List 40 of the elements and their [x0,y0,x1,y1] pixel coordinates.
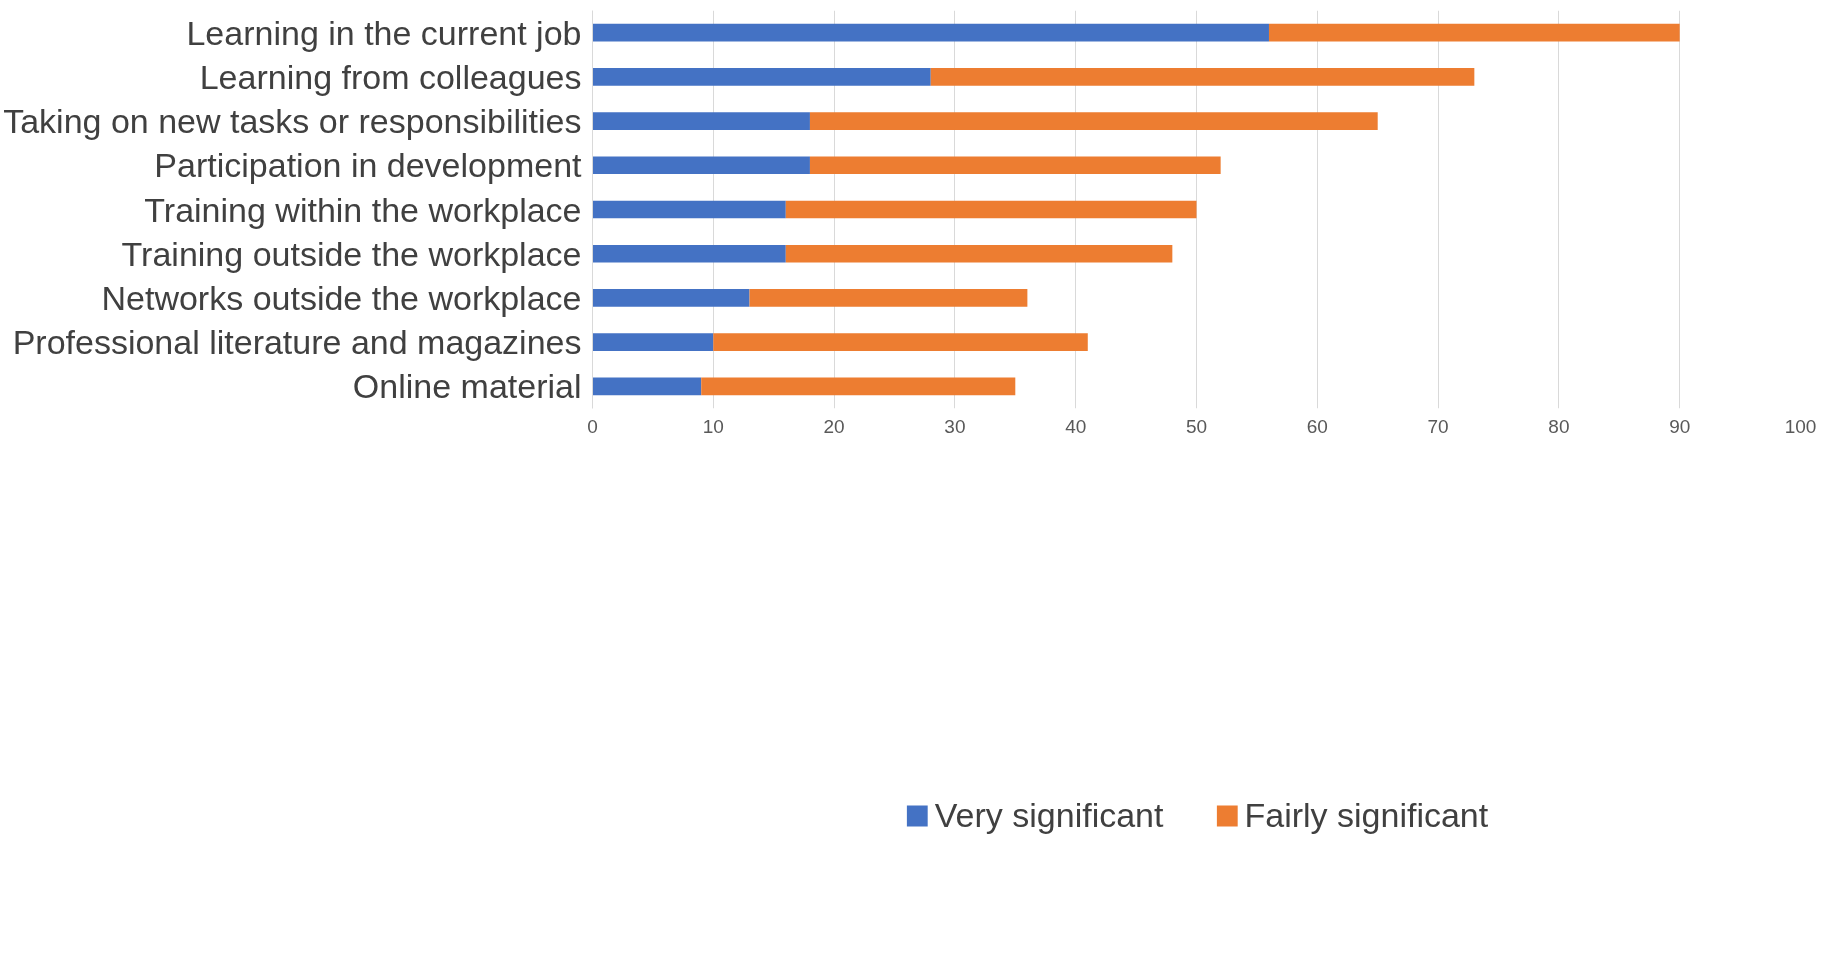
bar [713,333,1088,352]
y-tick-label: Networks outside the workplace [101,278,582,317]
bar [592,200,786,219]
bar [785,244,1173,263]
x-tick-label: 100 [1784,415,1817,437]
x-tick-label: 30 [944,415,966,437]
y-tick-label: Taking on new tasks or responsibilities [3,102,582,141]
bar [809,156,1221,175]
bar [592,333,714,352]
x-tick-label: 60 [1306,415,1328,437]
bar [592,289,750,307]
bar [930,67,1475,86]
x-tick-label: 50 [1185,415,1208,437]
bar [1268,23,1680,42]
y-tick-label: Training within the workplace [144,190,582,229]
x-tick-label: 80 [1548,415,1570,437]
bar [701,377,1016,396]
x-tick-label: 70 [1427,415,1449,437]
y-tick-label: Training outside the workplace [121,234,582,273]
x-tick-label: 40 [1065,415,1087,437]
legend-label: Fairly significant [1244,795,1489,835]
x-tick-label: 20 [823,415,845,437]
y-tick-label: Participation in development [154,146,583,185]
bar [592,23,1269,42]
bar [785,200,1197,219]
bar [749,289,1028,307]
y-tick-label: Learning in the current job [186,13,582,52]
bar [592,67,931,86]
bar [592,244,786,263]
y-tick-label: Online material [352,367,582,406]
bar [592,377,702,396]
y-tick-label: Learning from colleagues [199,57,582,96]
bar [592,156,810,175]
x-tick-label: 0 [587,415,598,437]
x-tick-label: 90 [1669,415,1691,437]
bar [592,112,810,130]
bar [809,112,1378,130]
legend-label: Very significant [934,795,1164,835]
y-tick-label: Professional literature and magazines [12,323,582,362]
x-tick-label: 10 [702,415,724,437]
